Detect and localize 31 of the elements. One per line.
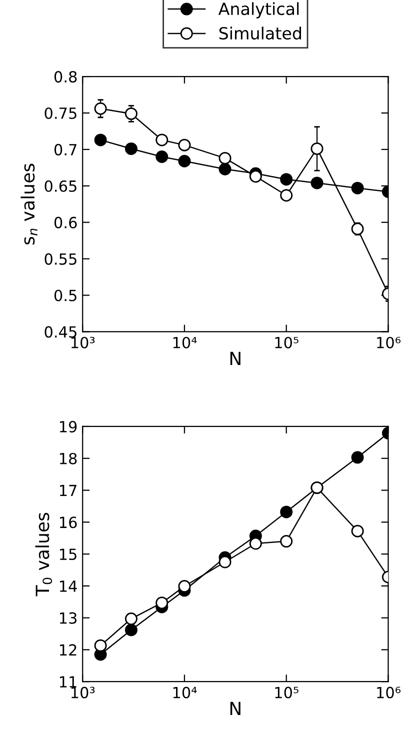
y-tick-label: 0.75 xyxy=(44,107,76,120)
x-axis-title: N xyxy=(230,352,240,366)
x-tick-label: 10⁴ xyxy=(173,686,197,698)
y-tick-label: 0.8 xyxy=(54,71,77,83)
x-tick-label: 10⁶ xyxy=(377,686,401,698)
y-tick-label: 0.5 xyxy=(54,290,76,302)
y-tick-label: 16 xyxy=(60,516,77,528)
x-tick-label: 10⁴ xyxy=(173,336,197,348)
x-axis-title: N xyxy=(230,702,240,715)
y-tick-label: 13 xyxy=(60,612,77,624)
y-tick-label: 12 xyxy=(60,644,76,656)
y-tick-label: 17 xyxy=(60,484,76,496)
y-tick-label: 0.7 xyxy=(54,144,76,156)
y-tick-label: 15 xyxy=(60,548,76,560)
x-tick-label: 10³ xyxy=(71,686,95,698)
y-tick-label: 0.65 xyxy=(44,180,76,192)
legend-label: Analytical xyxy=(218,2,299,18)
legend-label: Simulated xyxy=(219,26,302,40)
x-tick-label: 10⁵ xyxy=(275,686,298,698)
x-tick-label: 10⁵ xyxy=(275,336,298,348)
y-tick-label: 18 xyxy=(60,452,77,464)
y-tick-label: 11 xyxy=(60,676,76,688)
y-tick-label: 19 xyxy=(60,420,77,432)
x-tick-label: 10⁶ xyxy=(377,336,401,348)
y-tick-label: 0.6 xyxy=(54,216,77,228)
x-tick-label: 10³ xyxy=(71,336,95,348)
y-tick-label: 0.45 xyxy=(44,326,76,338)
y-tick-label: 0.55 xyxy=(44,253,76,265)
y-axis-title: T$_{0}$ values xyxy=(35,512,52,596)
y-tick-label: 14 xyxy=(60,580,77,592)
y-axis-title: s$_{n}$ values xyxy=(20,164,38,244)
